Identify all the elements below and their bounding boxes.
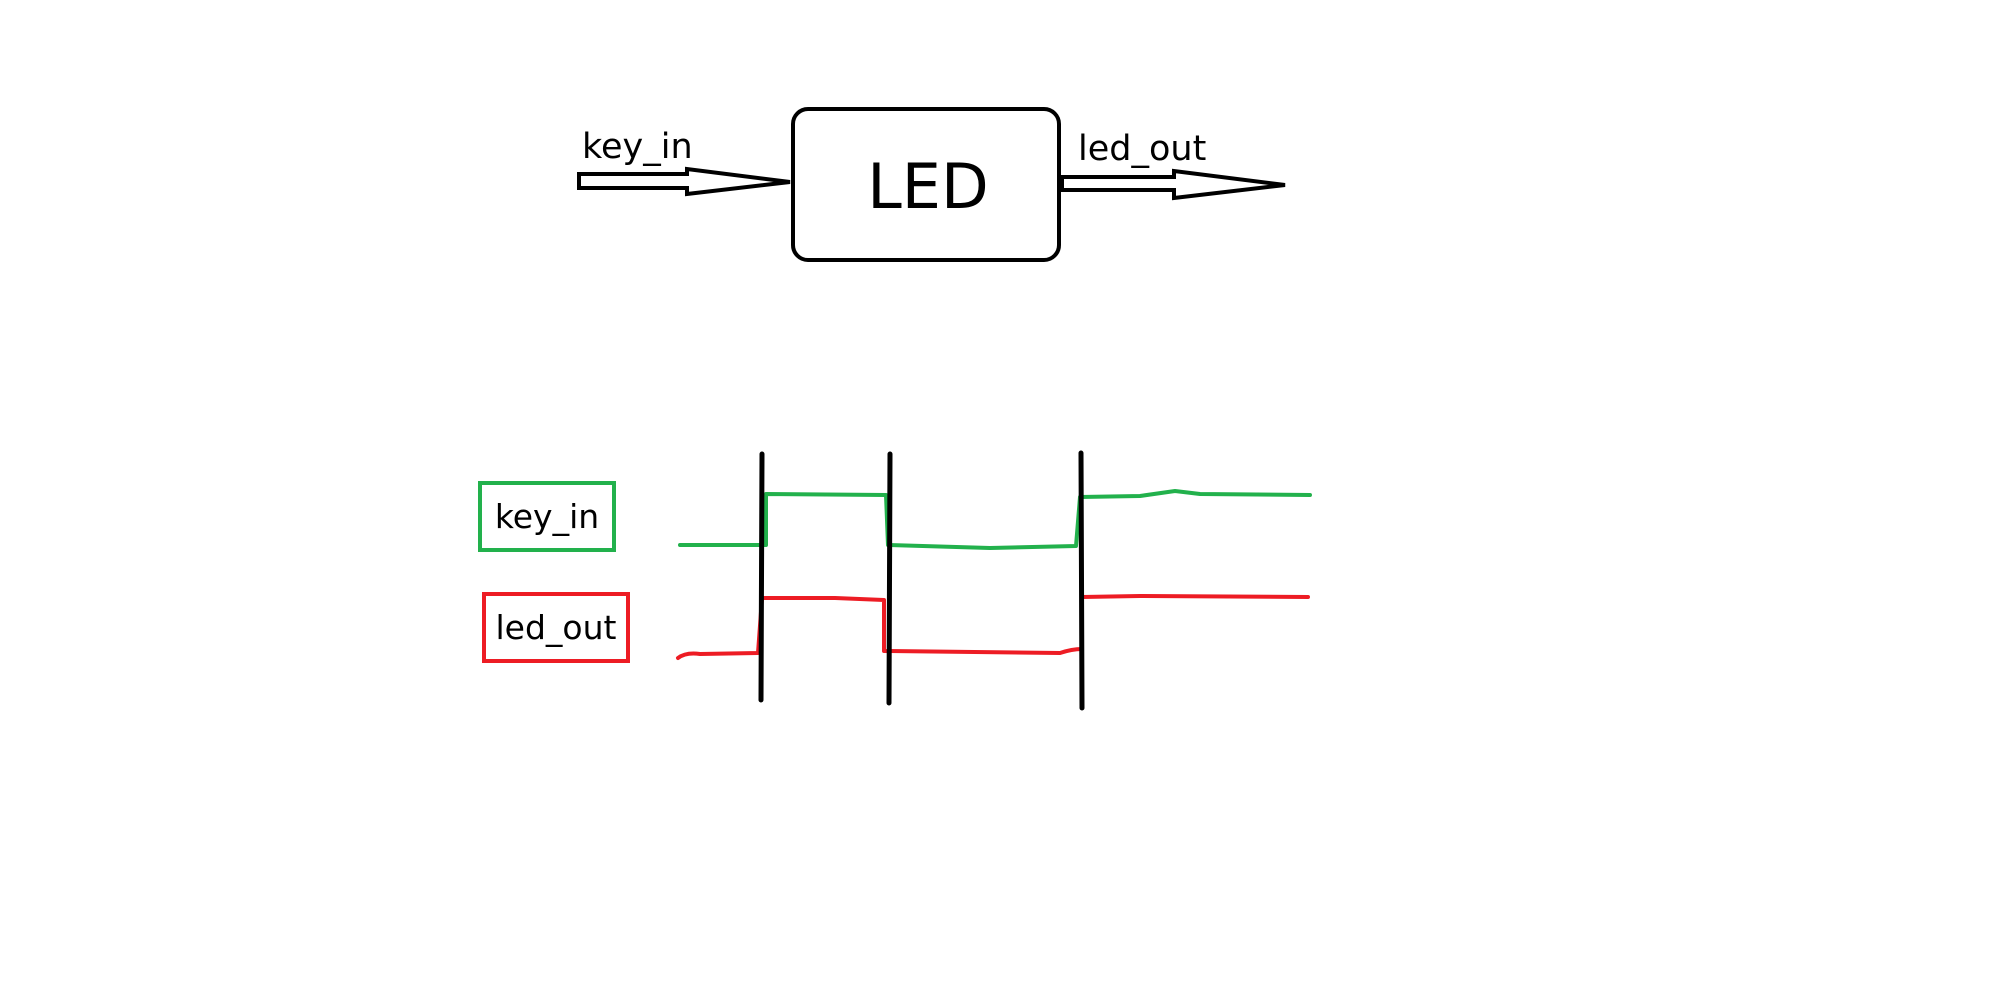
key-in-legend-box (478, 481, 616, 552)
input-arrow (577, 166, 791, 197)
input-label: key_in (582, 127, 693, 167)
key-in-legend-label: key_in (495, 497, 599, 536)
led-out-waveform (676, 594, 1310, 660)
led-out-legend-box (482, 592, 630, 663)
output-arrow (1060, 168, 1286, 201)
key-in-waveform (678, 489, 1312, 550)
edge-marker-2 (886, 451, 893, 706)
led-block (791, 107, 1061, 262)
edge-marker-1 (758, 451, 765, 703)
output-label: led_out (1078, 129, 1206, 169)
led-block-label: LED (867, 150, 988, 223)
block-diagram: key_in LED led_out (577, 107, 1286, 262)
timing-diagram: key_in led_out (478, 450, 1312, 711)
led-out-legend-label: led_out (496, 608, 617, 647)
edge-marker-3 (1078, 450, 1085, 711)
